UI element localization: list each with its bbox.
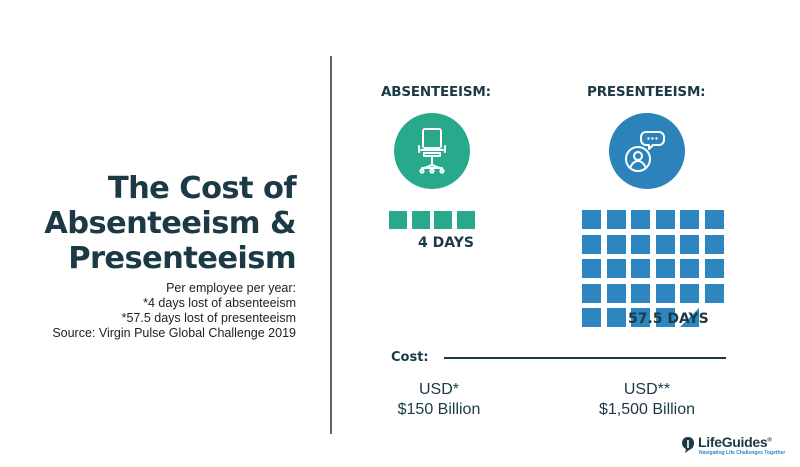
presenteeism-cost-currency: USD**	[623, 381, 671, 398]
cost-label: Cost:	[391, 350, 429, 365]
cost-divider	[444, 357, 726, 359]
absenteeism-cost-currency: USD*	[418, 381, 459, 398]
absenteeism-days-label: 4 DAYS	[418, 235, 474, 251]
presenteeism-circle	[609, 113, 685, 189]
note-line: Source: Virgin Pulse Global Challenge 20…	[52, 326, 296, 340]
day-square	[631, 234, 650, 254]
presenteeism-days-label: 57.5 DAYS	[628, 311, 709, 327]
day-square	[631, 259, 650, 278]
vertical-divider	[330, 56, 332, 434]
day-square	[631, 308, 650, 327]
day-square	[582, 283, 601, 303]
day-square	[411, 211, 430, 229]
day-square	[704, 210, 724, 229]
person-speech-bubble-icon	[625, 131, 665, 172]
day-square	[655, 210, 675, 229]
partial-day-square	[680, 308, 699, 327]
day-square	[655, 283, 675, 303]
day-square	[631, 210, 650, 229]
presenteeism-cost-amount: $1,500 Billion	[598, 401, 696, 418]
note-line: *57.5 days lost of presenteeism	[121, 311, 296, 325]
day-square	[704, 259, 724, 278]
title-line: Presenteeism	[68, 241, 296, 276]
note-line: *4 days lost of absenteeism	[143, 296, 296, 310]
absenteeism-cost-amount: $150 Billion	[397, 401, 481, 418]
title-line: The Cost of	[107, 171, 297, 206]
note-line: Per employee per year:	[166, 281, 296, 295]
office-chair-icon	[418, 128, 446, 174]
day-square	[582, 234, 601, 254]
day-square	[680, 259, 699, 278]
logo-tagline: Navigating Life Challenges Together	[699, 450, 786, 456]
day-square	[582, 210, 601, 229]
day-square	[582, 308, 601, 327]
day-square	[655, 308, 675, 327]
absenteeism-heading: ABSENTEEISM:	[381, 84, 491, 100]
presenteeism-heading: PRESENTEEISM:	[587, 84, 706, 100]
lifeguides-logo: LifeGuides® Navigating Life Challenges T…	[680, 433, 792, 459]
day-square	[606, 283, 626, 303]
day-square	[704, 283, 724, 303]
day-square	[680, 283, 699, 303]
day-square	[582, 259, 601, 278]
day-square	[606, 210, 626, 229]
day-square	[655, 259, 675, 278]
absenteeism-circle	[394, 113, 470, 189]
presenteeism-cost: USD** $1,500 Billion	[572, 380, 722, 420]
day-square	[655, 234, 675, 254]
logo-name: LifeGuides®	[698, 434, 772, 450]
day-square	[606, 259, 626, 278]
absenteeism-cost: USD* $150 Billion	[364, 380, 514, 420]
day-square	[456, 211, 475, 229]
title-line: Absenteeism &	[44, 206, 296, 241]
footnotes: Per employee per year: *4 days lost of a…	[20, 281, 296, 341]
day-square	[631, 283, 650, 303]
day-square	[680, 234, 699, 254]
day-square	[606, 234, 626, 254]
day-square	[434, 211, 452, 229]
day-square	[606, 308, 626, 327]
logo-mark-icon	[682, 437, 694, 453]
day-square	[704, 234, 724, 254]
page-title: The Cost of Absenteeism & Presenteeism	[20, 171, 296, 276]
day-square	[389, 211, 407, 229]
day-square	[680, 210, 699, 229]
